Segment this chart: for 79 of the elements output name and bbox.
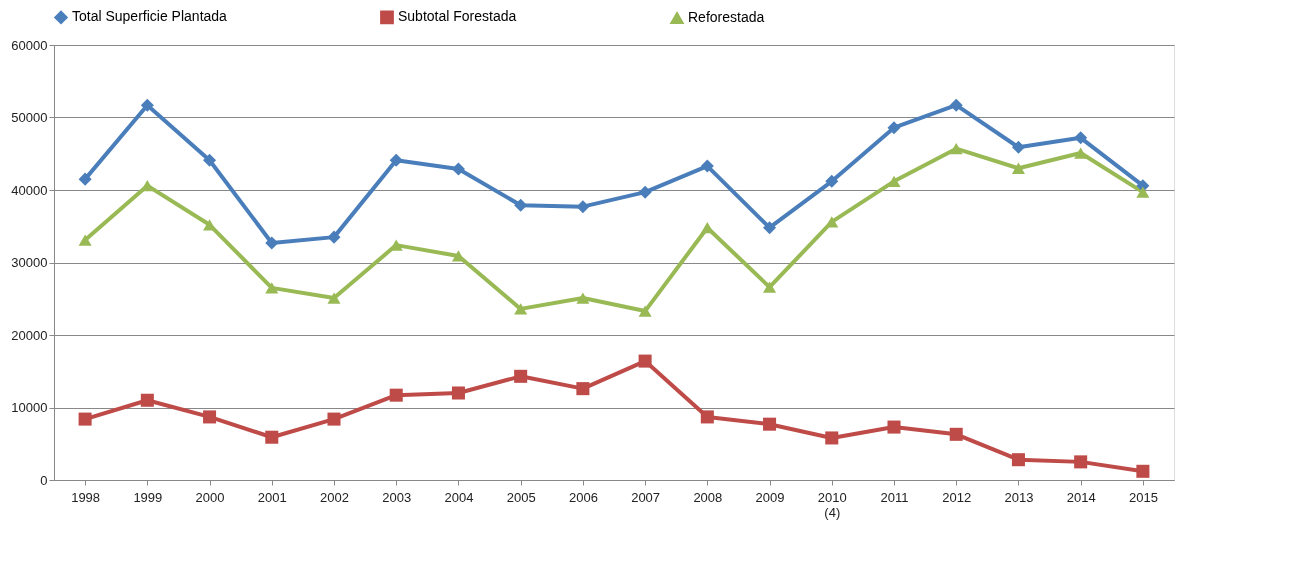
- point: [1011, 453, 1025, 467]
- point: [78, 234, 92, 246]
- point: [78, 412, 92, 426]
- x-tick-label: 2014: [1066, 489, 1096, 505]
- point: [700, 410, 714, 424]
- point: [389, 388, 403, 402]
- point: [78, 172, 92, 186]
- legend-label: Reforestada: [688, 8, 765, 25]
- point: [265, 430, 279, 444]
- y-tick-label: 40000: [11, 182, 48, 198]
- point: [1074, 147, 1088, 159]
- point: [763, 281, 777, 293]
- y-tick-label: 10000: [11, 400, 48, 415]
- point: [1074, 131, 1088, 145]
- point: [203, 153, 217, 167]
- point: [887, 420, 901, 434]
- point: [327, 292, 341, 304]
- x-tick-label: 2012: [942, 489, 972, 505]
- x-tick-label: 2008: [693, 489, 723, 505]
- point: [576, 382, 590, 396]
- y-tick-label: 50000: [11, 110, 48, 125]
- point: [949, 427, 963, 441]
- y-tick-label: 60000: [11, 37, 48, 53]
- point: [389, 153, 403, 167]
- x-tick-label: 2010 (4): [817, 489, 847, 520]
- point: [638, 354, 652, 368]
- y-tick-label: 20000: [11, 327, 48, 343]
- point: [203, 410, 217, 424]
- point: [949, 98, 963, 112]
- point: [638, 185, 652, 199]
- point: [638, 305, 652, 317]
- x-tick-label: 2002: [320, 489, 349, 505]
- point: [451, 162, 465, 176]
- point: [576, 200, 590, 214]
- point: [763, 221, 777, 235]
- point: [451, 386, 465, 400]
- point: [825, 174, 839, 188]
- point: [514, 369, 528, 383]
- point: [887, 121, 901, 135]
- point: [576, 292, 590, 304]
- point: [1011, 162, 1025, 174]
- point: [949, 143, 963, 155]
- point: [763, 417, 777, 431]
- x-tick-label: 2007: [631, 489, 661, 505]
- y-tick-label: 0: [40, 472, 48, 488]
- x-tick-label: 2009: [755, 489, 785, 505]
- x-tick-label: 1999: [133, 489, 163, 505]
- point: [327, 230, 341, 244]
- x-tick-label: 2015: [1128, 489, 1158, 505]
- point: [327, 412, 341, 426]
- x-tick-label: 1998: [71, 489, 101, 505]
- x-tick-label: 2001: [257, 489, 287, 505]
- y-tick-label: 30000: [11, 255, 48, 270]
- x-tick-label: 2000: [195, 489, 225, 505]
- point: [700, 222, 714, 234]
- point: [1136, 464, 1150, 478]
- point: [825, 431, 839, 445]
- point: [203, 219, 217, 231]
- point: [514, 198, 528, 212]
- x-tick-label: 2006: [568, 489, 598, 505]
- point: [140, 393, 154, 407]
- point: [1074, 455, 1088, 469]
- point: [265, 282, 279, 294]
- point: [514, 303, 528, 315]
- point: [825, 216, 839, 228]
- point: [265, 236, 279, 250]
- x-tick-label: 2005: [506, 489, 536, 505]
- point: [1011, 140, 1025, 154]
- x-tick-label: 2004: [444, 489, 474, 505]
- point: [451, 250, 465, 262]
- legend-label: Total Superficie Plantada: [72, 8, 228, 25]
- x-tick-label: 2013: [1004, 489, 1034, 505]
- point: [140, 98, 154, 112]
- point: [1136, 186, 1150, 198]
- x-tick-label: 2003: [382, 489, 412, 505]
- point: [887, 175, 901, 187]
- point: [700, 159, 714, 173]
- legend-label: Subtotal Forestada: [398, 8, 517, 25]
- x-tick-label: 2011: [880, 489, 909, 505]
